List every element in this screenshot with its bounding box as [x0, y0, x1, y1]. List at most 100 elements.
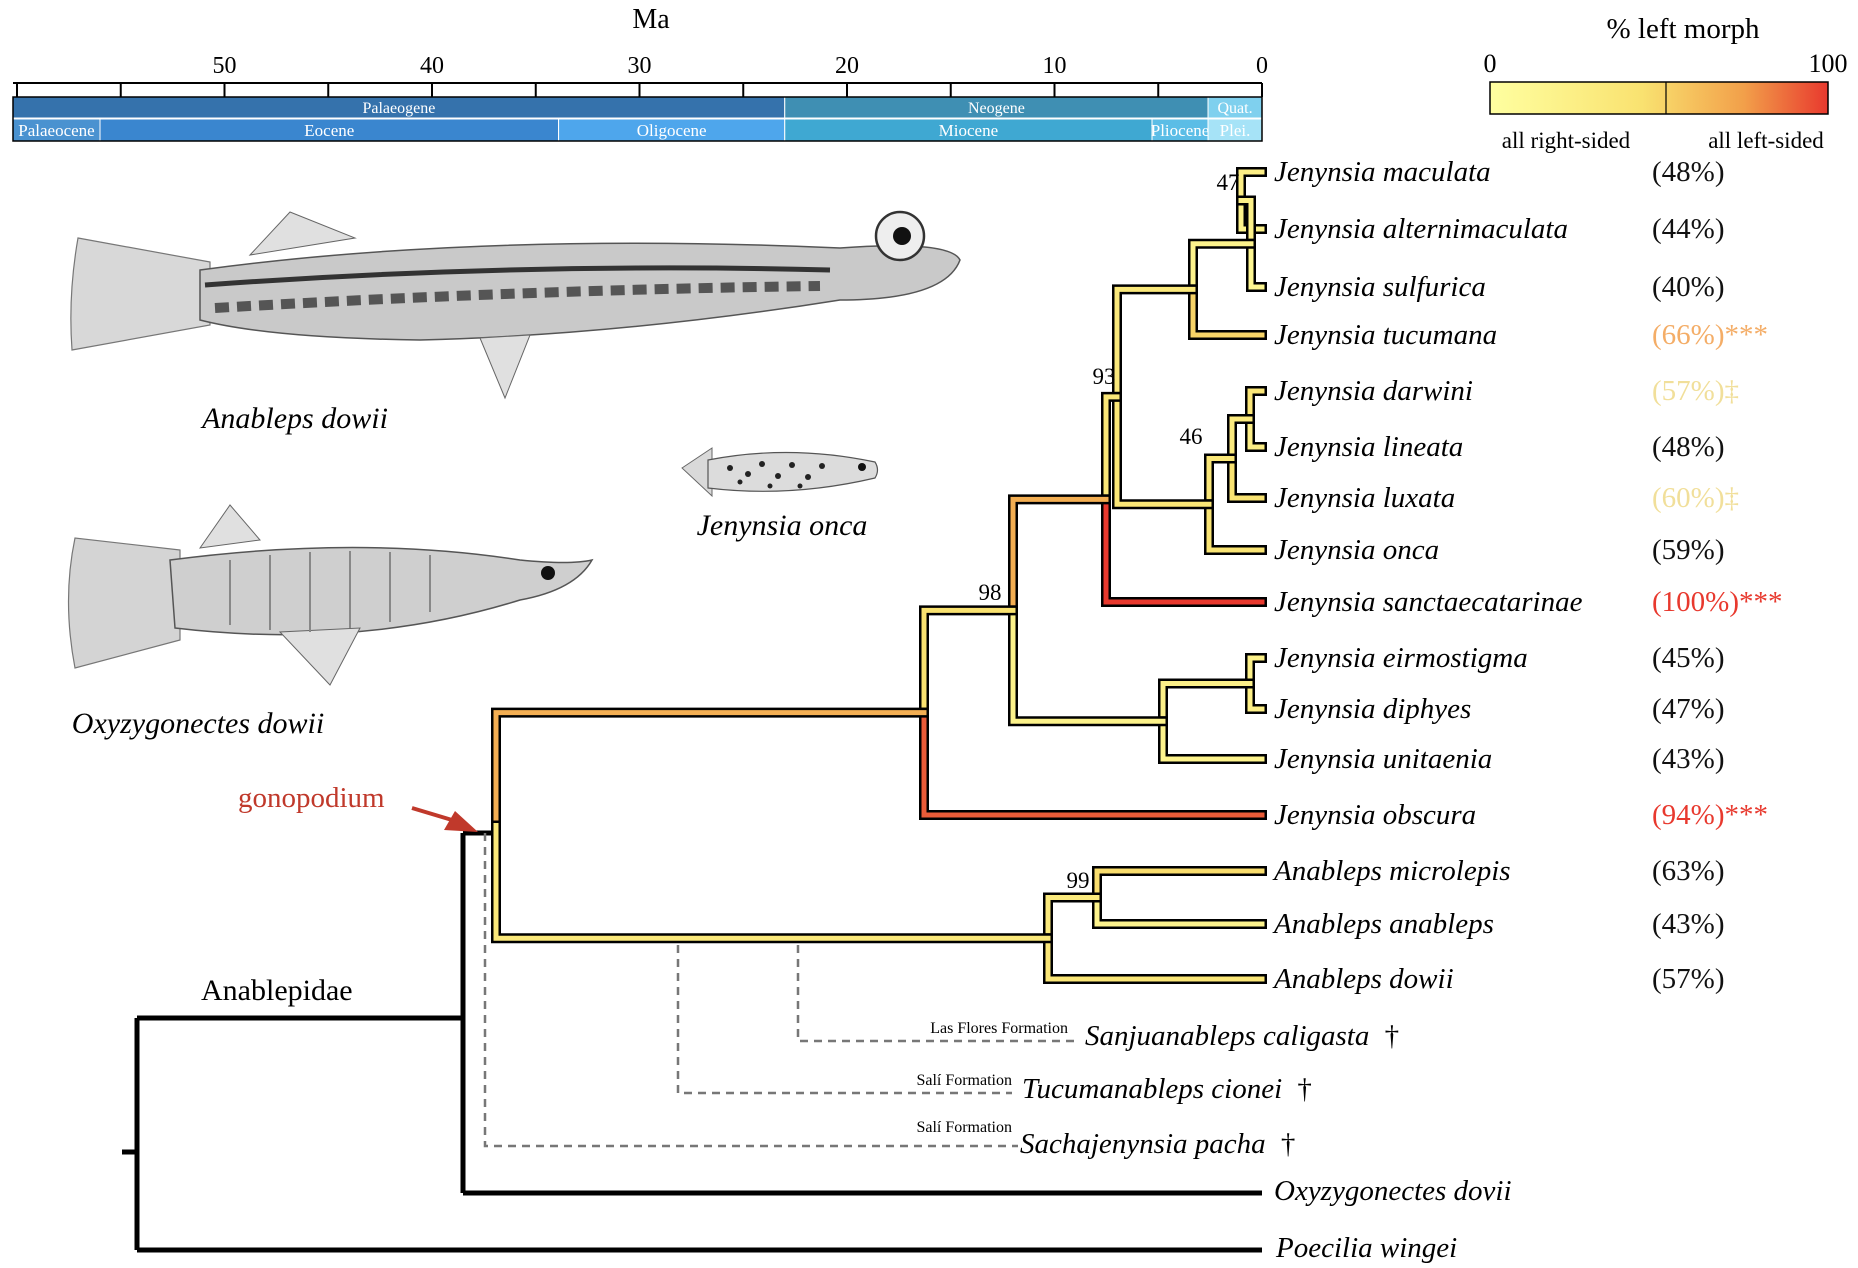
- taxon-name-label: Jenynsia alternimaculata: [1274, 213, 1568, 245]
- legend-title: % left morph: [1606, 13, 1760, 45]
- branch-fill: [1238, 198, 1254, 247]
- taxon-name-label: Jenynsia maculata: [1274, 156, 1491, 188]
- percent-left-label: (48%): [1652, 156, 1724, 188]
- branch-fill: [1010, 496, 1109, 613]
- branch-fill: [1248, 241, 1265, 290]
- branch-fill: [1114, 286, 1196, 400]
- outgroup-label: Oxyzygonectes dovii: [1274, 1175, 1512, 1207]
- support-value: 98: [979, 580, 1002, 605]
- epoch-label: Oligocene: [637, 121, 707, 140]
- branch-fill: [1190, 286, 1265, 338]
- period-label: Quat.: [1217, 100, 1252, 117]
- epoch-label: Eocene: [304, 121, 354, 140]
- branch-fill: [1094, 895, 1265, 927]
- branch-fill: [1010, 607, 1166, 724]
- branch-outline: [919, 605, 1018, 718]
- legend-max-label: 100: [1809, 49, 1848, 78]
- taxon-name-label: Jenynsia eirmostigma: [1274, 642, 1528, 674]
- percent-left-label: (40%): [1652, 271, 1724, 303]
- epoch-label: Pliocene: [1151, 121, 1210, 140]
- branch-fill: [493, 822, 1051, 941]
- branch-fill: [1045, 935, 1265, 982]
- timescale-axis-label: Ma: [632, 4, 670, 35]
- support-value: 47: [1217, 170, 1240, 195]
- branch-fill: [1160, 718, 1265, 762]
- anablepidae-crown-branches: [491, 167, 1267, 984]
- branch-outline: [1043, 933, 1267, 984]
- branch-outline: [1227, 453, 1267, 503]
- taxon-name-label: Jenynsia diphyes: [1274, 693, 1471, 725]
- fossil-formation-label: Salí Formation: [916, 1119, 1012, 1136]
- illustration-caption-jenynsia-onca: Jenynsia onca: [697, 509, 868, 542]
- timescale-frame: [12, 96, 1263, 142]
- fossil-taxon-label: Sanjuanableps caligasta †: [1085, 1020, 1399, 1052]
- branch-outline: [491, 820, 1053, 944]
- support-value: 93: [1093, 364, 1116, 389]
- timescale-tick-label: 20: [835, 53, 859, 79]
- branch-outline: [1112, 284, 1198, 402]
- branch-fill: [1247, 681, 1265, 712]
- illustration-anableps-dowii: [70, 210, 961, 400]
- branch-outline: [1112, 391, 1214, 510]
- extinct-mark: †: [1281, 1128, 1296, 1160]
- legend-gradient-bar: [1489, 81, 1829, 115]
- branch-fill: [1206, 501, 1265, 553]
- gonopodium-label: gonopodium: [238, 782, 385, 814]
- branch-fill: [921, 710, 1265, 818]
- branch-fill: [1247, 416, 1265, 450]
- taxon-name-label: Jenynsia lineata: [1274, 431, 1463, 463]
- taxon-labels: Jenynsia maculata (48%) Jenynsia alternima…: [1272, 156, 1782, 995]
- legend-right-caption: all right-sided: [1502, 128, 1631, 153]
- fossil-taxon-label: Tucumanableps cionei †: [1022, 1073, 1312, 1105]
- percent-left-label: (59%): [1652, 534, 1724, 566]
- extinct-mark: †: [1297, 1073, 1312, 1105]
- fossil-taxon-name: Sanjuanableps caligasta: [1085, 1020, 1369, 1052]
- branch-fill: [1247, 388, 1265, 422]
- percent-left-label: (100%)***: [1652, 586, 1782, 618]
- branch-outline: [1158, 678, 1255, 727]
- branch-fill: [921, 607, 1016, 716]
- percent-left-label: (48%): [1652, 431, 1724, 463]
- branch-outline: [1092, 892, 1267, 929]
- branch-fill: [1206, 456, 1235, 507]
- taxon-name-label: Anableps anableps: [1272, 908, 1494, 940]
- legend-left-caption: all left-sided: [1708, 128, 1824, 153]
- timescale-epochs: Palaeocene Eocene Oligocene Miocene Pliocene…: [12, 96, 1263, 142]
- fossil-taxon-name: Tucumanableps cionei: [1022, 1073, 1282, 1105]
- support-values: 47 93 46 98 99: [979, 170, 1240, 893]
- illustration-caption-anableps-dowii: Anableps dowii: [200, 402, 388, 435]
- taxon-name-label: Jenynsia obscura: [1274, 799, 1476, 831]
- color-legend: % left morph 0 100 all right-sided all l…: [1484, 13, 1848, 153]
- timescale-tick-label: 50: [213, 53, 237, 79]
- branch-fill: [1190, 241, 1254, 292]
- fossil-formation-label: Salí Formation: [916, 1072, 1012, 1089]
- taxon-name-label: Jenynsia tucumana: [1274, 319, 1497, 351]
- timescale-tick-label: 0: [1256, 53, 1268, 79]
- timescale-tick-label: 30: [628, 53, 652, 79]
- branch-outline: [1204, 499, 1267, 555]
- branch-fill: [1103, 496, 1265, 605]
- illustration-jenynsia-onca: [681, 447, 879, 498]
- branch-fill: [1103, 394, 1120, 502]
- extinct-mark: †: [1385, 1020, 1400, 1052]
- family-label: Anablepidae: [201, 974, 353, 1007]
- percent-left-label: (45%): [1652, 642, 1724, 674]
- gonopodium-arrow: [411, 806, 478, 832]
- fossil-taxon-label: Sachajenynsia pacha †: [1020, 1128, 1295, 1160]
- taxon-name-label: Jenynsia darwini: [1274, 375, 1473, 407]
- branch-fill: [1238, 169, 1265, 203]
- percent-left-label: (60%)‡: [1652, 482, 1739, 514]
- illustration-oxyzygonectes-dowii: [67, 504, 594, 686]
- taxon-name-label: Jenynsia luxata: [1274, 482, 1455, 514]
- percent-left-label: (47%): [1652, 693, 1724, 725]
- timescale-tick-label: 40: [420, 53, 444, 79]
- percent-left-label: (43%): [1652, 743, 1724, 775]
- branch-outline: [1043, 892, 1102, 944]
- branch-outline: [1188, 238, 1256, 295]
- timescale-tick-labels: 50 40 30 20 10 0: [213, 53, 1269, 79]
- legend-min-label: 0: [1484, 49, 1497, 78]
- branch-fill: [1229, 416, 1253, 461]
- timescale: Ma 50 40 30 20 10 0 Palaeogene Neogene Quat. Pa…: [12, 4, 1269, 142]
- branch-outline: [491, 707, 929, 831]
